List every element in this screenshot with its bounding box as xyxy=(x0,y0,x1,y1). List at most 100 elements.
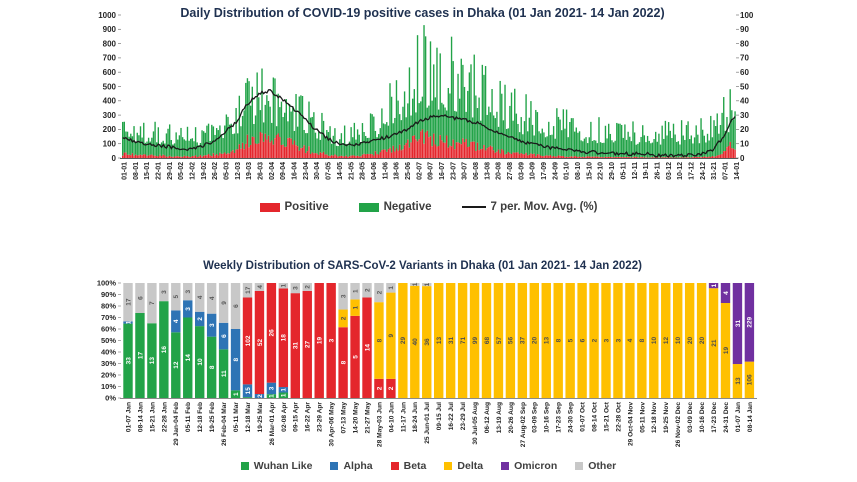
daily-bar-negative xyxy=(685,125,688,158)
variant-segment-omicron xyxy=(732,283,743,365)
variant-segment-other xyxy=(195,283,205,312)
daily-bar-negative xyxy=(447,87,450,148)
week-label: 19-25 Nov xyxy=(663,402,670,433)
daily-bar-negative xyxy=(549,135,552,156)
variant-segment-other xyxy=(278,283,289,289)
daily-bar-negative xyxy=(596,143,599,157)
tick-label: 60 xyxy=(740,68,749,77)
tick-label: 70 xyxy=(740,54,749,63)
daily-bar-negative xyxy=(134,142,137,155)
daily-bar-positive xyxy=(224,152,226,158)
daily-bar-negative xyxy=(335,145,338,156)
legend-item-7-per-mov-avg: 7 per. Mov. Avg. (%) xyxy=(461,201,597,213)
tick-label: 700 xyxy=(103,54,117,63)
variant-segment-other xyxy=(410,283,420,286)
week-label: 15-21 Oct xyxy=(603,401,610,431)
daily-bar-negative xyxy=(343,125,346,157)
date-label: 07-01 xyxy=(722,162,729,180)
daily-bar-positive xyxy=(363,153,365,158)
daily-bar-positive xyxy=(408,147,411,158)
daily-bar-positive xyxy=(525,152,527,158)
segment-label: 33 xyxy=(125,357,132,365)
daily-bar-negative xyxy=(714,126,717,157)
daily-bar-negative xyxy=(585,137,587,157)
daily-bar-negative xyxy=(201,130,203,157)
variant-segment-beta xyxy=(266,283,277,383)
segment-label: 1 xyxy=(711,283,718,287)
variant-segment-alpha xyxy=(171,310,181,333)
daily-bar-negative xyxy=(663,138,665,158)
daily-bar-positive xyxy=(313,153,315,158)
daily-bar-negative xyxy=(237,133,239,150)
daily-bar-negative xyxy=(272,77,275,145)
daily-bar-negative xyxy=(296,126,299,147)
daily-bar-negative xyxy=(723,97,725,152)
daily-bar-negative xyxy=(570,118,573,157)
variant-segment-beta xyxy=(290,293,300,398)
daily-bar-negative xyxy=(355,139,357,157)
daily-bar-positive xyxy=(577,156,579,158)
daily-bar-positive xyxy=(292,144,294,158)
daily-bar-positive xyxy=(152,155,155,158)
daily-bar-negative xyxy=(648,140,650,158)
daily-bar-negative xyxy=(366,137,369,154)
daily-bar-positive xyxy=(663,157,665,158)
variant-segment-delta xyxy=(720,303,731,398)
daily-bar-positive xyxy=(126,154,129,158)
variant-segment-delta xyxy=(469,283,480,398)
daily-bar-negative xyxy=(606,138,608,157)
daily-bar-positive xyxy=(183,155,185,158)
daily-bar-positive xyxy=(269,142,271,158)
daily-bar-negative xyxy=(455,111,458,143)
segment-label: 19 xyxy=(317,337,324,345)
segment-label: 4 xyxy=(723,291,730,295)
daily-bar-negative xyxy=(611,140,613,158)
variant-segment-wuhan-like xyxy=(123,323,133,398)
week-label: 22-28 Jan xyxy=(161,402,168,432)
daily-bar-positive xyxy=(151,154,153,158)
daily-bar-positive xyxy=(573,156,576,158)
daily-bar-negative xyxy=(332,135,334,156)
daily-bar-positive xyxy=(590,156,592,158)
daily-bar-positive xyxy=(360,156,362,158)
segment-label: 27 xyxy=(305,340,312,348)
variant-segment-other xyxy=(159,283,169,302)
daily-bar-positive xyxy=(264,133,266,158)
segment-label: 13 xyxy=(735,377,742,385)
daily-bar-positive xyxy=(609,156,612,158)
variant-segment-beta xyxy=(350,315,360,398)
daily-bar-positive xyxy=(515,152,518,158)
daily-bar-positive xyxy=(629,157,631,158)
daily-bar-positive xyxy=(632,157,634,158)
daily-bar-negative xyxy=(361,123,364,155)
variant-segment-delta xyxy=(493,283,504,398)
tick-label: 1000 xyxy=(98,11,116,20)
daily-bar-positive xyxy=(225,154,228,158)
daily-bar-negative xyxy=(395,80,398,149)
segment-label: 1 xyxy=(125,320,132,324)
segment-label: 8 xyxy=(340,360,347,364)
daily-bar-positive xyxy=(238,144,241,158)
daily-bar-positive xyxy=(518,154,521,158)
daily-bar-negative xyxy=(389,83,391,148)
daily-bar-positive xyxy=(324,154,326,158)
daily-bar-negative xyxy=(254,115,257,144)
daily-bar-negative xyxy=(552,126,555,157)
tick-label: 100 xyxy=(740,11,754,20)
daily-bar-negative xyxy=(727,132,730,146)
daily-bar-negative xyxy=(614,140,616,157)
daily-bar-positive xyxy=(249,144,252,158)
daily-bar-positive xyxy=(259,131,262,158)
daily-bar-positive xyxy=(353,155,356,158)
daily-bar-negative xyxy=(734,111,736,150)
week-label: 08-14 Jan xyxy=(137,402,144,432)
variant-segment-wuhan-like xyxy=(183,317,193,398)
daily-bar-positive xyxy=(141,155,143,158)
variant-segment-delta xyxy=(434,283,444,398)
daily-bar-positive xyxy=(366,153,369,158)
daily-bar-positive xyxy=(667,157,670,158)
daily-bar-positive xyxy=(698,157,701,158)
daily-bar-positive xyxy=(335,155,338,158)
daily-bar-positive xyxy=(337,156,339,158)
daily-bar-positive xyxy=(504,154,506,158)
